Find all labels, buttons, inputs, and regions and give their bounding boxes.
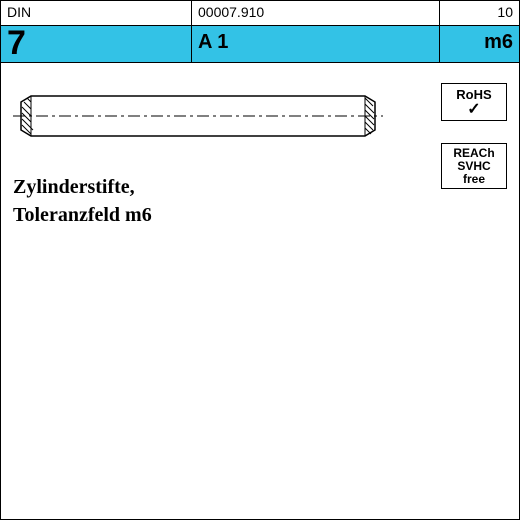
- body: Zylinderstifte, Toleranzfeld m6 RoHS ✓ R…: [1, 63, 519, 511]
- rohs-label: RoHS: [444, 87, 504, 102]
- rohs-badge: RoHS ✓: [441, 83, 507, 121]
- standard-label: DIN: [1, 1, 191, 26]
- reach-line-1: REACh: [444, 147, 504, 160]
- reach-badge: REACh SVHC free: [441, 143, 507, 190]
- rev: 10: [439, 1, 519, 26]
- title: Zylinderstifte, Toleranzfeld m6: [13, 173, 152, 229]
- check-icon: ✓: [444, 102, 504, 118]
- din-number: 7: [1, 26, 191, 63]
- pin-drawing: [13, 93, 383, 139]
- tolerance: m6: [439, 26, 519, 63]
- title-line-2: Toleranzfeld m6: [13, 201, 152, 229]
- code: 00007.910: [191, 1, 439, 26]
- header: DIN 00007.910 10 7 A 1 m6: [1, 1, 519, 63]
- header-row-1: DIN 00007.910 10: [1, 1, 519, 26]
- reach-line-2: SVHC: [444, 160, 504, 173]
- spec-sheet: DIN 00007.910 10 7 A 1 m6: [0, 0, 520, 520]
- title-line-1: Zylinderstifte,: [13, 173, 152, 201]
- header-row-2: 7 A 1 m6: [1, 26, 519, 63]
- reach-line-3: free: [444, 173, 504, 186]
- material: A 1: [191, 26, 439, 63]
